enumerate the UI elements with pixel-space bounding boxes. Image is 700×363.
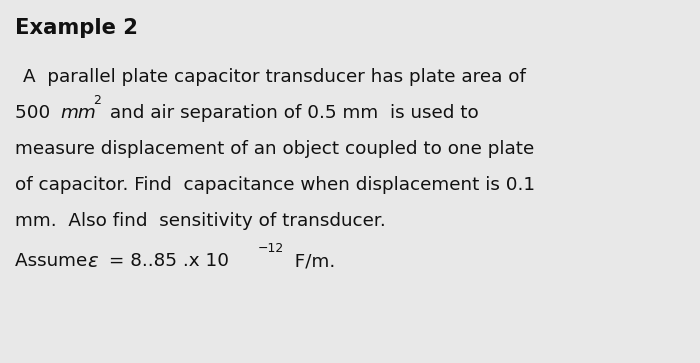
Text: mm: mm <box>60 104 96 122</box>
Text: of capacitor. Find  capacitance when displacement is 0.1: of capacitor. Find capacitance when disp… <box>15 176 535 194</box>
Text: measure displacement of an object coupled to one plate: measure displacement of an object couple… <box>15 140 534 158</box>
Text: 500: 500 <box>15 104 56 122</box>
Text: Assume: Assume <box>15 252 99 270</box>
Text: F/m.: F/m. <box>283 252 335 270</box>
Text: 2: 2 <box>93 94 101 107</box>
Text: Example 2: Example 2 <box>15 18 138 38</box>
Text: ε: ε <box>87 252 97 271</box>
Text: = 8..85 .x 10: = 8..85 .x 10 <box>103 252 229 270</box>
Text: and air separation of 0.5 mm  is used to: and air separation of 0.5 mm is used to <box>104 104 479 122</box>
Text: −12: −12 <box>258 242 284 255</box>
Text: A  parallel plate capacitor transducer has plate area of: A parallel plate capacitor transducer ha… <box>23 68 526 86</box>
Text: mm.  Also find  sensitivity of transducer.: mm. Also find sensitivity of transducer. <box>15 212 386 230</box>
